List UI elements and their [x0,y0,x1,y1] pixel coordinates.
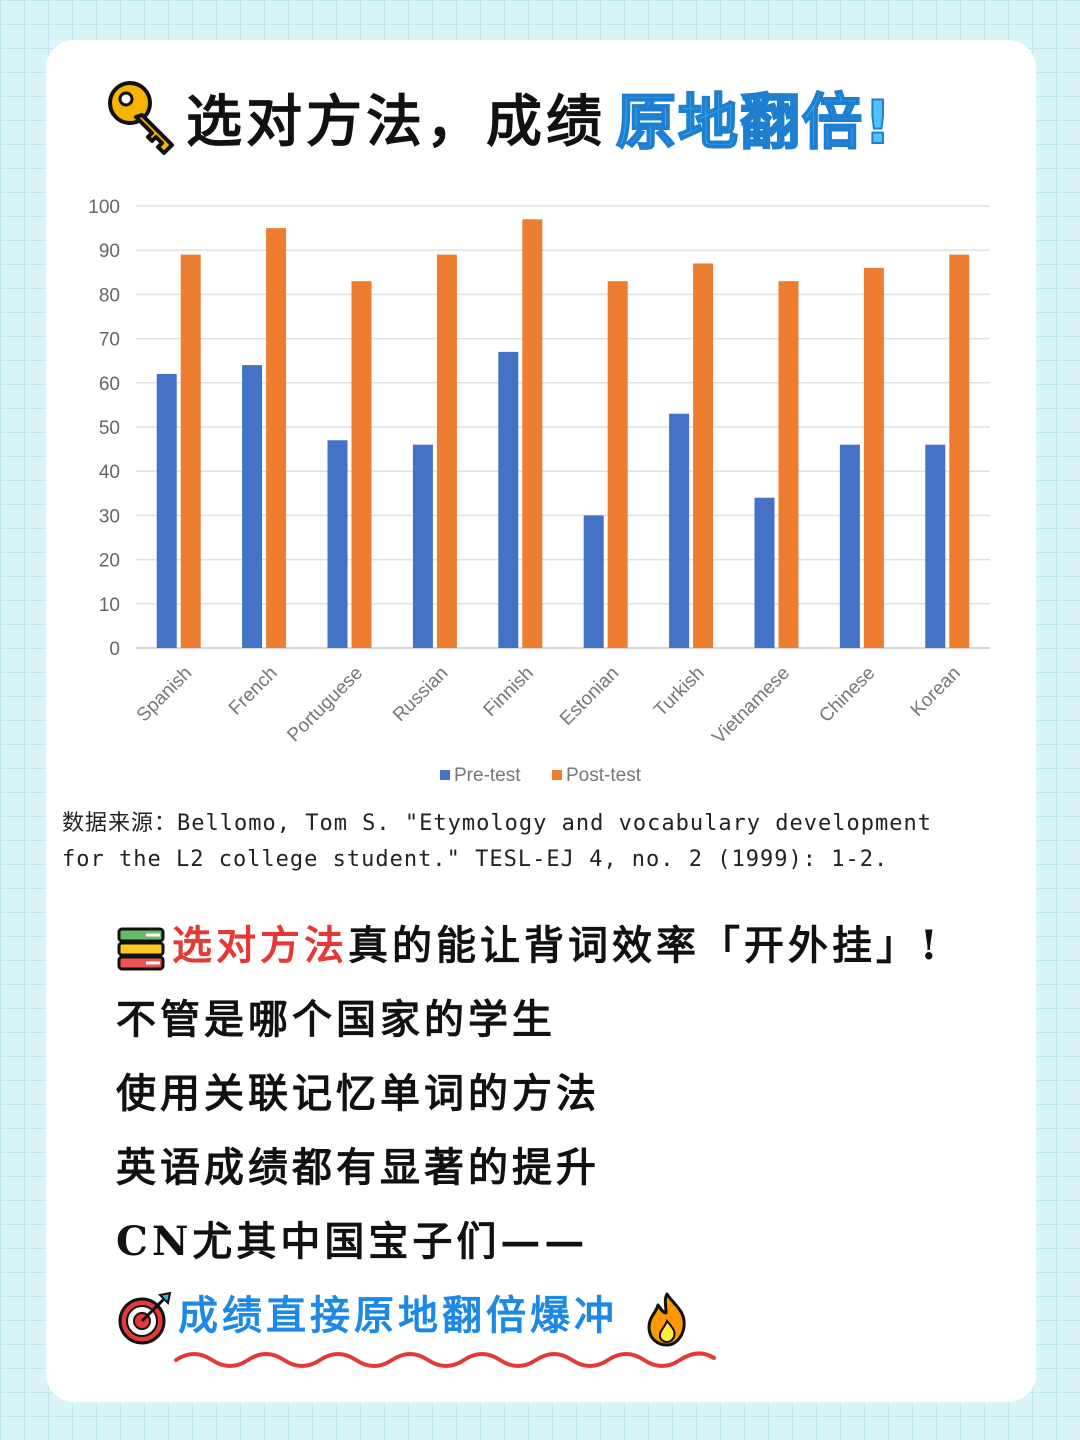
body-exclaim: ! [920,922,942,969]
red-wave-underline [174,1351,716,1368]
y-tick-label: 80 [99,285,120,306]
x-tick-label: Portuguese [283,663,367,747]
legend-label: Post-test [566,765,642,786]
headline: 选对方法，成绩 原地翻倍! [104,72,898,163]
headline-highlight: 原地翻倍! [612,74,898,163]
body-phrase: CN尤其 [116,1218,281,1265]
bar-chart: 0 10 20 30 40 50 60 70 80 90 100 Spanish French Port… [88,197,990,786]
key-icon [108,81,174,155]
x-tick-label: Korean [907,663,965,721]
y-tick-label: 0 [109,639,120,660]
body-phrase: 宝子们—— [368,1218,589,1265]
y-tick-label: 20 [99,551,120,572]
bar-post-test-estonian [607,281,628,648]
bar-pre-test-estonian [583,515,604,648]
headline-text: 选对方法，成绩 [186,89,606,155]
bar-pre-test-vietnamese [754,497,775,648]
x-tick-label: Finnish [480,663,538,721]
y-tick-label: 30 [99,506,120,527]
x-tick-label: Spanish [133,663,196,726]
source-line-2: for the L2 college student." TESL-EJ 4, … [62,847,889,872]
bar-pre-test-chinese [839,444,860,648]
target-icon [118,1291,172,1345]
y-tick-label: 40 [99,462,120,483]
bar-post-test-spanish [180,254,201,648]
bar-post-test-finnish [522,219,543,648]
body-highlight-phrase: 「开外挂」 [700,916,920,976]
bar-post-test-russian [436,254,457,648]
bar-post-test-korean [949,254,970,648]
bar-pre-test-korean [925,444,946,648]
x-tick-label: Turkish [650,663,708,721]
x-tick-label: Vietnamese [708,663,794,749]
bar-post-test-portuguese [351,281,372,648]
bar-post-test-turkish [693,263,714,648]
source-line-1: 数据来源：Bellomo, Tom S. "Etymology and voca… [62,811,932,836]
bar-pre-test-french [242,365,263,648]
bar-post-test-chinese [863,267,884,648]
legend-swatch [552,770,562,780]
y-tick-label: 50 [99,418,120,439]
bar-pre-test-spanish [156,373,177,648]
body-line-2: 不管是哪个国家的学生 [116,996,556,1043]
x-tick-label: Estonian [556,663,623,730]
bar-pre-test-finnish [498,351,519,648]
body-red-phrase: 选对方法 [172,922,348,969]
x-tick-label: French [225,663,282,720]
body-line-6: 成绩直接原地翻倍爆冲 [116,1286,696,1347]
body-phrase: 真的能让背词效率 [348,922,700,969]
bar-pre-test-portuguese [327,440,348,648]
body-line-5: CN尤其中国宝子们—— [116,1212,588,1272]
body-blue-phrase: 成绩直接原地翻倍爆冲 [178,1292,618,1339]
fire-icon [647,1292,686,1347]
legend-swatch [440,770,450,780]
y-tick-label: 70 [99,330,120,351]
body-line-4: 英语成绩都有显著的提升 [116,1144,600,1191]
y-tick-label: 60 [99,374,120,395]
x-tick-label: Russian [389,663,452,726]
x-tick-label: Chinese [815,663,879,727]
bar-pre-test-turkish [669,413,690,648]
data-source: 数据来源：Bellomo, Tom S. "Etymology and voca… [62,806,1022,878]
y-tick-label: 90 [99,241,120,262]
y-tick-label: 10 [99,595,120,616]
bar-pre-test-russian [412,444,433,648]
legend-label: Pre-test [454,765,521,786]
body-highlight-china: 中国 [280,1212,368,1272]
bar-post-test-vietnamese [778,281,799,648]
y-tick-label: 100 [88,197,120,218]
body-line-3: 使用关联记忆单词的方法 [116,1070,600,1117]
books-icon [117,927,165,971]
bar-post-test-french [266,228,287,648]
body-line-1: 选对方法真的能让背词效率「开外挂」! [116,916,942,976]
